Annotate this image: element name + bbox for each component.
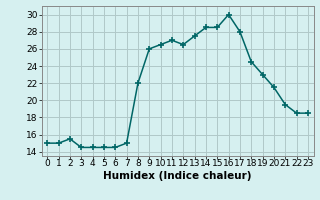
X-axis label: Humidex (Indice chaleur): Humidex (Indice chaleur) <box>103 171 252 181</box>
